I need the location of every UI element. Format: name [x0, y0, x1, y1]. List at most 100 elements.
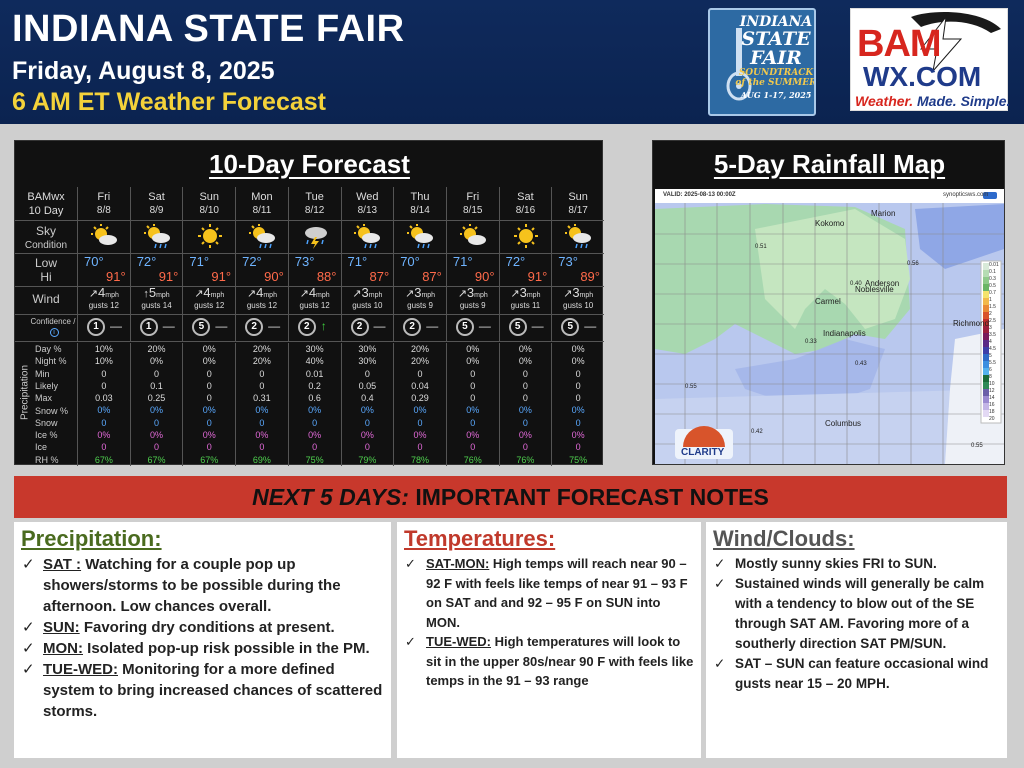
wind-cell: ↗3mph gusts 10: [340, 285, 394, 314]
bamwx-tagline: Weather. Made. Simple.: [855, 93, 1010, 109]
trend-indicator: —: [373, 319, 386, 333]
temp-cell: 73° 89°: [551, 253, 604, 286]
check-icon: ✓: [22, 619, 35, 636]
note-item-text: SAT – SUN can feature occasional wind gu…: [735, 656, 989, 691]
day-column-header: Wed 8/13: [340, 187, 394, 220]
precip-value: 0%: [413, 405, 427, 416]
sky-icon-wrap: [458, 224, 488, 250]
precip-cell: 20% 0% 0 0.1 0.25 0% 0 0% 0 67%: [129, 343, 183, 466]
precip-value: 67%: [147, 454, 166, 465]
precip-cell: 20% 20% 0 0.04 0.29 0% 0 0% 0 78%: [393, 343, 446, 466]
note-item: ✓ Mostly sunny skies FRI to SUN.: [706, 554, 1007, 574]
forecast-date: Friday, August 8, 2025: [12, 57, 275, 85]
day-date: 8/11: [252, 205, 272, 216]
map-legend-label: 5.5: [989, 360, 996, 366]
high-temp: 87°: [422, 269, 442, 284]
precip-value: 0%: [255, 430, 269, 441]
wind-direction-arrow: ↗: [352, 288, 362, 300]
low-temp: 73°: [558, 254, 578, 269]
bamwx-storm-icon: [911, 12, 1001, 73]
precip-value: 0%: [150, 430, 164, 441]
wind-direction-arrow: ↗: [88, 288, 99, 300]
sky-cell: [498, 220, 552, 253]
trend-indicator: —: [531, 319, 544, 333]
precip-value: 0: [575, 442, 581, 453]
precip-value: 0%: [202, 356, 216, 367]
precip-row-label: Snow: [35, 417, 58, 428]
hi-label: Hi: [40, 270, 52, 284]
day-date: 8/8: [96, 205, 111, 216]
high-temp: 90°: [264, 269, 284, 284]
map-legend-label: 3.5: [989, 332, 996, 338]
sky-icon-wrap: [510, 224, 540, 250]
wind-cell: ↗4mph gusts 12: [77, 286, 130, 314]
day-date: 8/12: [304, 205, 325, 216]
wind-unit: mph: [105, 292, 119, 299]
note-item-text: Favoring dry conditions at present.: [79, 619, 335, 636]
day-column-header: Thu 8/14: [393, 187, 446, 220]
wind-gusts: gusts 9: [407, 301, 433, 310]
wind-direction-arrow: ↗: [510, 288, 520, 300]
sky-icon-wrap: [89, 224, 119, 250]
day-date: 8/16: [515, 205, 536, 216]
precip-cell: 0% 0% 0 0 0 0% 0 0% 0 67%: [182, 343, 235, 466]
precip-value: 0: [101, 417, 107, 428]
sky-icon-wrap: [352, 224, 382, 250]
map-legend-label: 0.7: [989, 290, 996, 296]
high-temp: 89°: [580, 269, 600, 284]
precip-cell: 0% 0% 0 0 0 0% 0 0% 0 76%: [445, 343, 499, 466]
precip-value: 0%: [97, 430, 111, 441]
wind-cell: ↗3mph gusts 11: [498, 286, 552, 314]
map-source-label: synopticsws.com: [943, 192, 989, 198]
note-item: ✓ SAT-MON: High temps will reach near 90 …: [397, 554, 701, 632]
confidence-circle: 2: [403, 318, 422, 336]
wind-unit: mph: [263, 292, 277, 299]
wind-row: ↗4mph: [78, 286, 130, 301]
wind-cell: ↑5mph gusts 14: [129, 286, 183, 314]
note-item-lead: SUN:: [43, 619, 80, 636]
precip-row-label: Ice: [35, 442, 48, 453]
note-item: ✓ SAT – SUN can feature occasional wind g…: [706, 654, 1007, 694]
precip-value: 0: [470, 442, 476, 453]
map-legend-label: 0.01: [989, 262, 999, 268]
precip-value: 0: [101, 380, 107, 391]
day-name: Tue: [305, 191, 324, 203]
precip-value: 0: [206, 380, 212, 391]
precip-value: 0: [259, 442, 265, 453]
precip-value: 0: [470, 380, 476, 391]
precip-value: 0%: [466, 344, 480, 354]
precip-value: 0: [470, 393, 476, 404]
precip-value: 0: [470, 368, 476, 379]
page-title: INDIANA STATE FAIR: [12, 8, 405, 50]
day-name: Wed: [356, 191, 379, 203]
day-name: Mon: [251, 191, 273, 203]
confidence-cell: 5—: [498, 314, 552, 341]
note-item-text: Isolated pop-up risk possible in the PM.: [83, 640, 370, 657]
precip-value: 0: [417, 417, 423, 428]
confidence-cell: 1—: [129, 314, 183, 341]
sky-cell: [551, 220, 604, 253]
note-item-text: High temps will reach near 90 – 92 F wit…: [426, 556, 688, 630]
precip-value: 0: [206, 393, 212, 404]
precip-value: 78%: [411, 454, 430, 465]
sky-cell: [340, 220, 394, 253]
sun-icon: [198, 224, 223, 248]
sky-icon-wrap: [300, 224, 330, 250]
temperature-notes: Temperatures: ✓ SAT-MON: High temps will …: [397, 522, 701, 758]
wind-speed: 3: [361, 285, 369, 300]
precip-value: 0: [312, 417, 318, 428]
sky-icon-wrap: [247, 224, 277, 250]
note-item: ✓ TUE-WED: Monitoring for a more defined …: [14, 659, 391, 722]
map-rain-value: 0.40: [850, 281, 862, 287]
precip-cell: 0% 0% 0 0 0 0% 0 0% 0 76%: [498, 343, 552, 466]
precip-value: 0%: [150, 405, 164, 416]
note-item-text: High temperatures will look to sit in th…: [426, 634, 694, 688]
wind-gusts: gusts 10: [352, 301, 383, 310]
precip-row-label: RH %: [35, 454, 59, 465]
rainfall-map-graphic: [655, 189, 1004, 464]
temp-cell: 70° 87°: [393, 253, 446, 286]
trend-indicator: —: [584, 319, 597, 333]
map-valid-label: VALID: 2025-08-13 00:00Z: [663, 192, 736, 198]
wind-unit: mph: [526, 292, 541, 299]
map-legend-label: 10: [989, 381, 995, 387]
